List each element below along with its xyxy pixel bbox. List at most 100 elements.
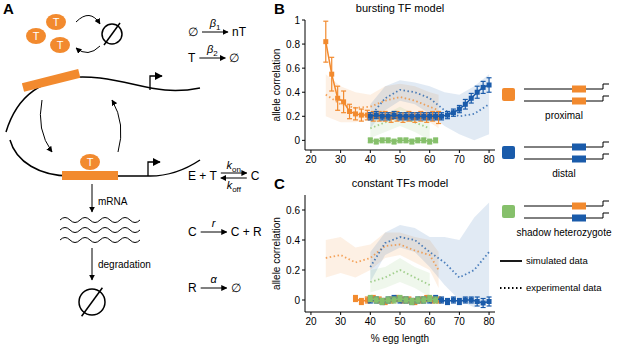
legend-swatch xyxy=(502,88,515,101)
error-cap xyxy=(353,107,358,108)
dna xyxy=(10,140,200,176)
x-tick xyxy=(429,312,430,315)
legend-line xyxy=(500,287,522,289)
x-axis-label: % egg length xyxy=(371,333,429,344)
marker xyxy=(409,299,414,304)
error-bar xyxy=(415,113,420,120)
error-bar xyxy=(451,297,456,303)
error-bar xyxy=(335,86,340,110)
tf-molecule xyxy=(26,28,46,44)
rate-sub: on xyxy=(232,165,241,174)
error-cap xyxy=(395,121,400,122)
marker xyxy=(403,298,408,303)
error-bar xyxy=(392,296,397,302)
error-bar xyxy=(481,81,486,93)
arrow xyxy=(76,15,100,24)
error-cap xyxy=(421,296,426,297)
null-slash xyxy=(82,288,103,317)
error-bar xyxy=(415,297,420,303)
x-tick-label: 20 xyxy=(305,316,317,327)
error-cap xyxy=(427,112,432,113)
y-tick-label: 0.8 xyxy=(286,39,300,50)
marker xyxy=(469,298,474,303)
error-bar xyxy=(439,113,444,120)
y-tick-label: 0 xyxy=(294,295,300,306)
x-tick-label: 30 xyxy=(335,316,347,327)
error-cap xyxy=(392,296,397,297)
marker xyxy=(415,298,420,303)
marker xyxy=(439,298,444,303)
error-cap xyxy=(475,296,480,297)
error-cap xyxy=(374,302,379,303)
reaction-lhs: T xyxy=(188,51,196,65)
y-tick-label: 1 xyxy=(294,15,300,26)
panel-a: ATTTTmRNAdegradation∅β1nTTβ2∅E + Tkonkof… xyxy=(3,0,262,316)
error-bar xyxy=(427,139,432,144)
error-cap xyxy=(409,119,414,120)
error-bar xyxy=(374,297,379,303)
marker xyxy=(433,114,438,119)
error-bar xyxy=(421,297,426,303)
error-cap xyxy=(341,90,346,91)
error-cap xyxy=(445,298,450,299)
marker xyxy=(439,114,444,119)
marker xyxy=(398,114,403,119)
x-tick xyxy=(400,150,401,153)
legend-swatch xyxy=(502,146,515,159)
error-cap xyxy=(398,301,403,302)
x-tick xyxy=(489,312,490,315)
error-cap xyxy=(406,111,411,112)
error-bar xyxy=(353,108,358,120)
chart: Cconstant TFs modelallele correlation% e… xyxy=(271,175,495,344)
error-cap xyxy=(341,112,346,113)
tf-label: T xyxy=(33,30,40,42)
rate-sub: off xyxy=(232,185,242,194)
error-cap xyxy=(380,304,385,305)
error-cap xyxy=(371,121,376,122)
y-tick xyxy=(302,210,305,211)
y-axis xyxy=(305,20,306,150)
y-tick-label: 0.2 xyxy=(286,111,300,122)
x-tick xyxy=(310,150,311,153)
error-cap xyxy=(415,296,420,297)
error-cap xyxy=(433,302,438,303)
y-tick-label: 0.6 xyxy=(286,63,300,74)
error-bar xyxy=(421,138,426,143)
marker xyxy=(403,114,408,119)
error-cap xyxy=(421,302,426,303)
error-cap xyxy=(374,118,379,119)
error-cap xyxy=(445,304,450,305)
error-cap xyxy=(469,102,474,103)
marker xyxy=(487,299,492,304)
band xyxy=(370,258,429,297)
error-cap xyxy=(377,121,382,122)
error-cap xyxy=(415,112,420,113)
series-line xyxy=(370,85,489,116)
allele-line xyxy=(524,218,603,219)
legend-label: simulated data xyxy=(526,255,589,266)
allele-line xyxy=(524,147,603,148)
series-line xyxy=(370,90,489,116)
mrna-wave xyxy=(60,218,140,223)
error-bar xyxy=(463,99,468,109)
error-cap xyxy=(400,122,405,123)
reaction-arrow xyxy=(221,178,247,179)
marker xyxy=(433,138,438,143)
error-cap xyxy=(487,305,492,306)
y-tick xyxy=(302,68,305,69)
arrow xyxy=(40,100,52,152)
error-bar xyxy=(463,297,468,303)
error-cap xyxy=(421,119,426,120)
mrna-label: mRNA xyxy=(98,196,128,207)
null-circle xyxy=(102,24,122,44)
x-tick xyxy=(370,312,371,315)
series-line xyxy=(326,245,439,271)
marker xyxy=(409,114,414,119)
error-cap xyxy=(457,105,462,106)
error-bar xyxy=(359,109,364,121)
error-bar xyxy=(433,297,438,303)
promoter xyxy=(148,162,160,176)
legend-label: shadow heterozygote xyxy=(516,227,612,238)
error-cap xyxy=(481,93,486,94)
mrna-wave xyxy=(60,228,140,233)
